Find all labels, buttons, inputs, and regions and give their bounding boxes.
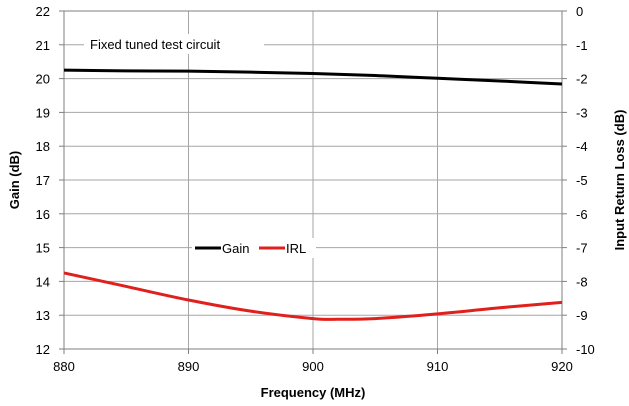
series-line-irl bbox=[63, 271, 563, 321]
right-tick-label: -8 bbox=[576, 274, 588, 289]
left-tick-label: 16 bbox=[36, 207, 50, 222]
right-tick-label: -2 bbox=[576, 72, 588, 87]
legend-label-irl: IRL bbox=[286, 241, 306, 256]
right-tick-label: -3 bbox=[576, 105, 588, 120]
legend: Gain IRL bbox=[192, 238, 316, 258]
legend-background bbox=[192, 238, 316, 258]
annotation-label: Fixed tuned test circuit bbox=[90, 37, 220, 52]
left-tick-label: 22 bbox=[36, 4, 50, 19]
x-axis-title: Frequency (MHz) bbox=[261, 385, 366, 400]
left-tick-label: 19 bbox=[36, 105, 50, 120]
right-tick-label: -5 bbox=[576, 173, 588, 188]
series-layer bbox=[63, 68, 563, 321]
gridlines bbox=[63, 10, 563, 350]
left-tick-label: 17 bbox=[36, 173, 50, 188]
series-line-gain bbox=[63, 68, 563, 86]
x-tick-label: 920 bbox=[551, 359, 573, 374]
right-tick-label: -9 bbox=[576, 308, 588, 323]
right-tick-label: -1 bbox=[576, 38, 588, 53]
x-axis-ticks: 880 890 900 910 920 bbox=[53, 349, 573, 374]
right-axis-title: Input Return Loss (dB) bbox=[612, 110, 627, 251]
left-tick-label: 20 bbox=[36, 72, 50, 87]
left-tick-label: 13 bbox=[36, 308, 50, 323]
left-tick-label: 14 bbox=[36, 274, 50, 289]
right-axis-ticks: -10-9-8-7-6-5-4-3-2-10 bbox=[562, 4, 595, 357]
right-tick-label: 0 bbox=[576, 4, 583, 19]
x-tick-label: 880 bbox=[53, 359, 75, 374]
left-axis-ticks: 12 13 14 15 16 17 18 19 20 21 22 bbox=[36, 4, 64, 357]
x-tick-label: 900 bbox=[302, 359, 324, 374]
legend-label-gain: Gain bbox=[222, 241, 249, 256]
left-tick-label: 12 bbox=[36, 342, 50, 357]
right-tick-label: -10 bbox=[576, 342, 595, 357]
annotation-background bbox=[84, 34, 264, 54]
right-tick-label: -4 bbox=[576, 139, 588, 154]
left-tick-label: 21 bbox=[36, 38, 50, 53]
x-tick-label: 910 bbox=[427, 359, 449, 374]
right-tick-label: -6 bbox=[576, 207, 588, 222]
left-tick-label: 18 bbox=[36, 139, 50, 154]
x-tick-label: 890 bbox=[178, 359, 200, 374]
right-tick-label: -7 bbox=[576, 241, 588, 256]
left-axis-title: Gain (dB) bbox=[7, 151, 22, 210]
left-tick-label: 15 bbox=[36, 241, 50, 256]
